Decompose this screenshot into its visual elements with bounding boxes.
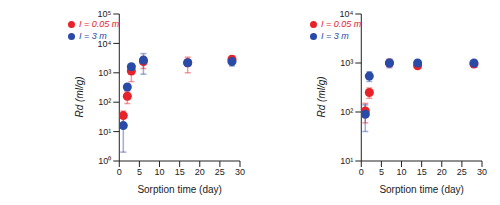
svg-text:10¹: 10¹: [340, 156, 353, 166]
svg-text:0: 0: [359, 167, 364, 177]
svg-text:0: 0: [117, 167, 122, 177]
svg-text:5: 5: [379, 167, 384, 177]
svg-text:15: 15: [175, 167, 185, 177]
svg-text:10⁴: 10⁴: [339, 9, 353, 19]
svg-text:10³: 10³: [98, 68, 111, 78]
html-text:I = 0.05 m: I = 0.05 m: [321, 19, 362, 29]
svg-text:25: 25: [457, 167, 467, 177]
svg-text:Rd (ml/g): Rd (ml/g): [316, 76, 327, 117]
svg-text:20: 20: [437, 167, 447, 177]
svg-text:Rd (ml/g): Rd (ml/g): [74, 76, 85, 117]
svg-text:10⁵: 10⁵: [98, 9, 112, 19]
svg-text:10³: 10³: [340, 58, 353, 68]
html-text:I = 3 m: I = 3 m: [321, 31, 349, 41]
svg-text:10⁴: 10⁴: [97, 39, 111, 49]
html-text:I = 3 m: I = 3 m: [79, 31, 107, 41]
svg-text:5: 5: [137, 167, 142, 177]
svg-text:10⁰: 10⁰: [98, 156, 111, 166]
svg-text:10: 10: [155, 167, 165, 177]
html-text:I = 0.05 m: I = 0.05 m: [79, 19, 120, 29]
svg-text:20: 20: [195, 167, 205, 177]
svg-text:10²: 10²: [98, 97, 111, 107]
svg-text:Sorption time (day): Sorption time (day): [379, 184, 463, 195]
svg-text:10²: 10²: [340, 107, 353, 117]
svg-text:10: 10: [397, 167, 407, 177]
svg-text:30: 30: [235, 167, 245, 177]
svg-text:30: 30: [477, 167, 487, 177]
svg-text:10¹: 10¹: [98, 127, 111, 137]
svg-text:25: 25: [215, 167, 225, 177]
svg-text:Sorption time (day): Sorption time (day): [137, 184, 221, 195]
svg-text:15: 15: [417, 167, 427, 177]
